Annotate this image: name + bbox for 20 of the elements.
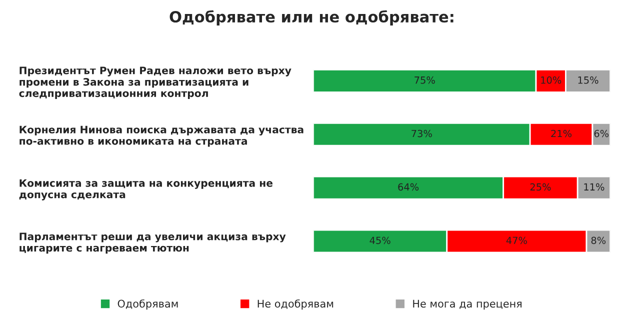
data-label: 45% (370, 236, 390, 244)
legend-label: Не мога да преценя (413, 300, 522, 310)
legend-label: Не одобрявам (258, 299, 334, 310)
data-label: 73% (412, 130, 432, 138)
y-tick-label: Президентът Румен Радев наложи вето върху промени в Закона за приватизацията и следприватизационния контрол (19, 66, 292, 100)
data-label: 8% (591, 236, 606, 244)
data-label: 10% (541, 76, 562, 84)
data-label: 25% (530, 183, 551, 191)
chart-title: Одобрявате или не одобрявате: (170, 10, 454, 26)
data-label: 75% (414, 76, 435, 84)
data-label: 21% (551, 130, 572, 138)
data-label: 47% (506, 236, 527, 244)
legend-label: Одобрявам (118, 299, 178, 310)
y-tick-label: Парламентът реши да увеличи акциза върху цигарите с нагреваем тютюн (20, 232, 286, 254)
data-label: 6% (594, 130, 609, 138)
data-label: 64% (398, 183, 419, 191)
data-label: 11% (584, 183, 604, 191)
data-label: 15% (578, 76, 598, 84)
y-tick-label: Комисията за защита на конкуренцията не допусна сделката (19, 179, 273, 200)
y-tick-label: Корнелия Нинова поиска държавата да участва по-активно в икономиката на страната (20, 126, 304, 147)
